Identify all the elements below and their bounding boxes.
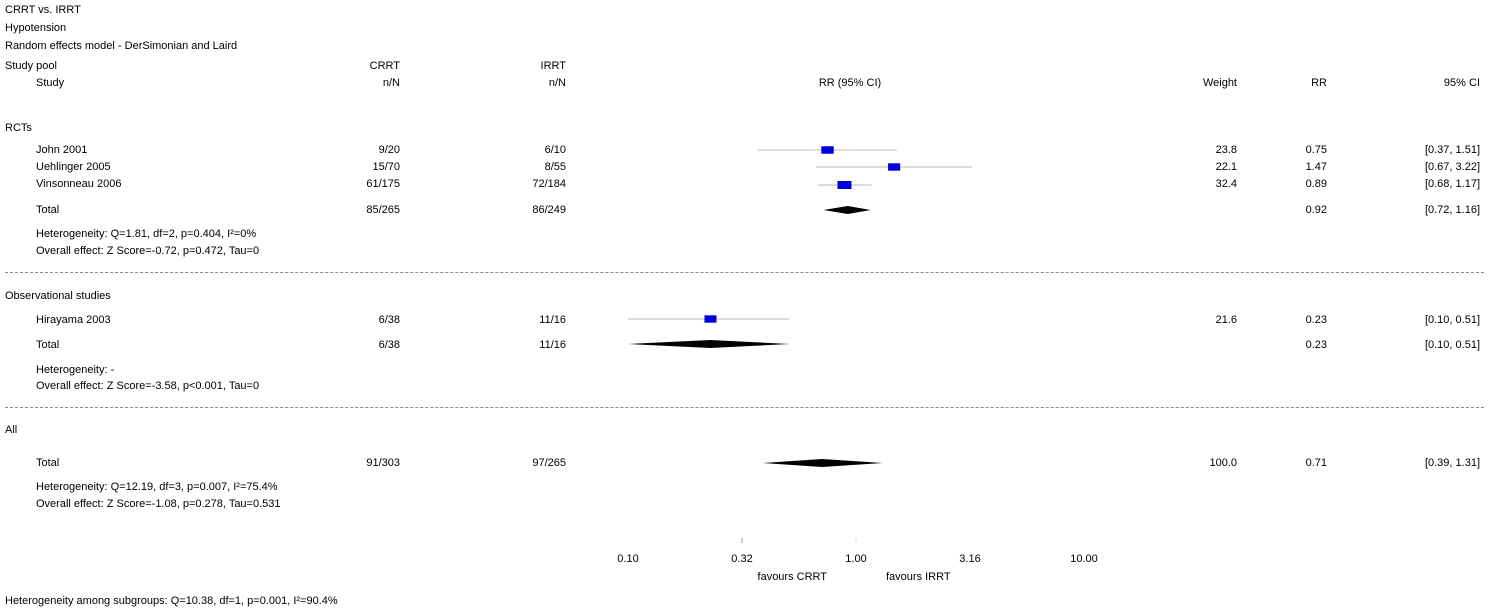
title-model: Random effects model - DerSimonian and L… [5, 40, 238, 52]
col-irrt-nN: n/N [548, 77, 566, 89]
col-rr: RR [1311, 77, 1327, 89]
pooled-diamond [762, 459, 883, 467]
weight-value: 21.6 [1215, 314, 1237, 326]
group-separator [5, 272, 1484, 273]
pooled-diamond [823, 206, 871, 214]
col-weight: Weight [1202, 77, 1237, 89]
ci-total: [0.10, 0.51] [1424, 339, 1480, 351]
heterogeneity-text: Heterogeneity: Q=1.81, df=2, p=0.404, I²… [36, 228, 257, 240]
heterogeneity-text: Heterogeneity: Q=12.19, df=3, p=0.007, I… [36, 481, 278, 493]
weight-value: 32.4 [1215, 178, 1237, 190]
crrt-total: 85/265 [366, 204, 400, 216]
irrt-total: 86/249 [532, 204, 566, 216]
col-95ci: 95% CI [1443, 77, 1480, 89]
total-label: Total [36, 339, 60, 351]
crrt-value: 9/20 [378, 144, 400, 156]
subgroup-heterogeneity-text: Heterogeneity among subgroups: Q=10.38, … [5, 595, 338, 607]
ci-value: [0.10, 0.51] [1424, 314, 1480, 326]
study-name: Uehlinger 2005 [36, 161, 111, 173]
rr-total: 0.92 [1305, 204, 1327, 216]
group-separator [5, 407, 1484, 408]
study-marker [704, 315, 717, 323]
weight-total: 100.0 [1209, 457, 1237, 469]
overall-effect-text: Overall effect: Z Score=-3.58, p<0.001, … [36, 380, 260, 392]
x-tick-label: 0.32 [731, 553, 753, 565]
ci-value: [0.68, 1.17] [1424, 178, 1480, 190]
irrt-value: 8/55 [544, 161, 566, 173]
crrt-value: 6/38 [378, 314, 400, 326]
crrt-total: 6/38 [378, 339, 400, 351]
title-comparison: CRRT vs. IRRT [5, 4, 81, 16]
group-title-observational: Observational studies [5, 290, 111, 302]
study-marker [821, 146, 834, 154]
favours-right-label: favours IRRT [886, 571, 951, 583]
col-study: Study [36, 77, 65, 89]
ci-value: [0.37, 1.51] [1424, 144, 1480, 156]
x-tick-label: 3.16 [959, 553, 981, 565]
col-irrt: IRRT [540, 60, 566, 72]
crrt-value: 61/175 [366, 178, 400, 190]
rr-value: 0.23 [1305, 314, 1327, 326]
overall-effect-text: Overall effect: Z Score=-0.72, p=0.472, … [36, 245, 260, 257]
ci-total: [0.39, 1.31] [1424, 457, 1480, 469]
rr-value: 0.89 [1305, 178, 1327, 190]
group-title-all: All [5, 424, 18, 436]
irrt-total: 11/16 [539, 339, 566, 351]
irrt-value: 11/16 [539, 314, 566, 326]
overall-effect-text: Overall effect: Z Score=-1.08, p=0.278, … [36, 498, 281, 510]
ci-value: [0.67, 3.22] [1424, 161, 1480, 173]
study-name: John 2001 [36, 144, 88, 156]
title-outcome: Hypotension [5, 22, 67, 34]
crrt-value: 15/70 [372, 161, 400, 173]
rr-value: 1.47 [1305, 161, 1327, 173]
group-title-rcts: RCTs [5, 122, 32, 134]
study-name: Vinsonneau 2006 [36, 178, 122, 190]
col-rr-ci: RR (95% CI) [818, 77, 882, 89]
total-label: Total [36, 457, 60, 469]
total-label: Total [36, 204, 60, 216]
x-tick-label: 0.10 [617, 553, 639, 565]
col-crrt-nN: n/N [382, 77, 400, 89]
study-marker [888, 163, 901, 171]
weight-value: 22.1 [1215, 161, 1237, 173]
heterogeneity-text: Heterogeneity: - [36, 364, 115, 376]
x-tick-label: 1.00 [845, 553, 867, 565]
ci-total: [0.72, 1.16] [1424, 204, 1480, 216]
rr-total: 0.23 [1305, 339, 1327, 351]
study-name: Hirayama 2003 [36, 314, 111, 326]
rr-value: 0.75 [1305, 144, 1327, 156]
irrt-total: 97/265 [532, 457, 566, 469]
x-tick-label: 10.00 [1070, 553, 1098, 565]
pooled-diamond [628, 340, 790, 348]
weight-value: 23.8 [1215, 144, 1237, 156]
col-study-pool: Study pool [5, 60, 57, 72]
crrt-total: 91/303 [366, 457, 400, 469]
irrt-value: 6/10 [544, 144, 566, 156]
rr-total: 0.71 [1305, 457, 1327, 469]
irrt-value: 72/184 [532, 178, 566, 190]
col-crrt: CRRT [369, 60, 400, 72]
study-marker [837, 181, 852, 189]
favours-left-label: favours CRRT [757, 571, 827, 583]
